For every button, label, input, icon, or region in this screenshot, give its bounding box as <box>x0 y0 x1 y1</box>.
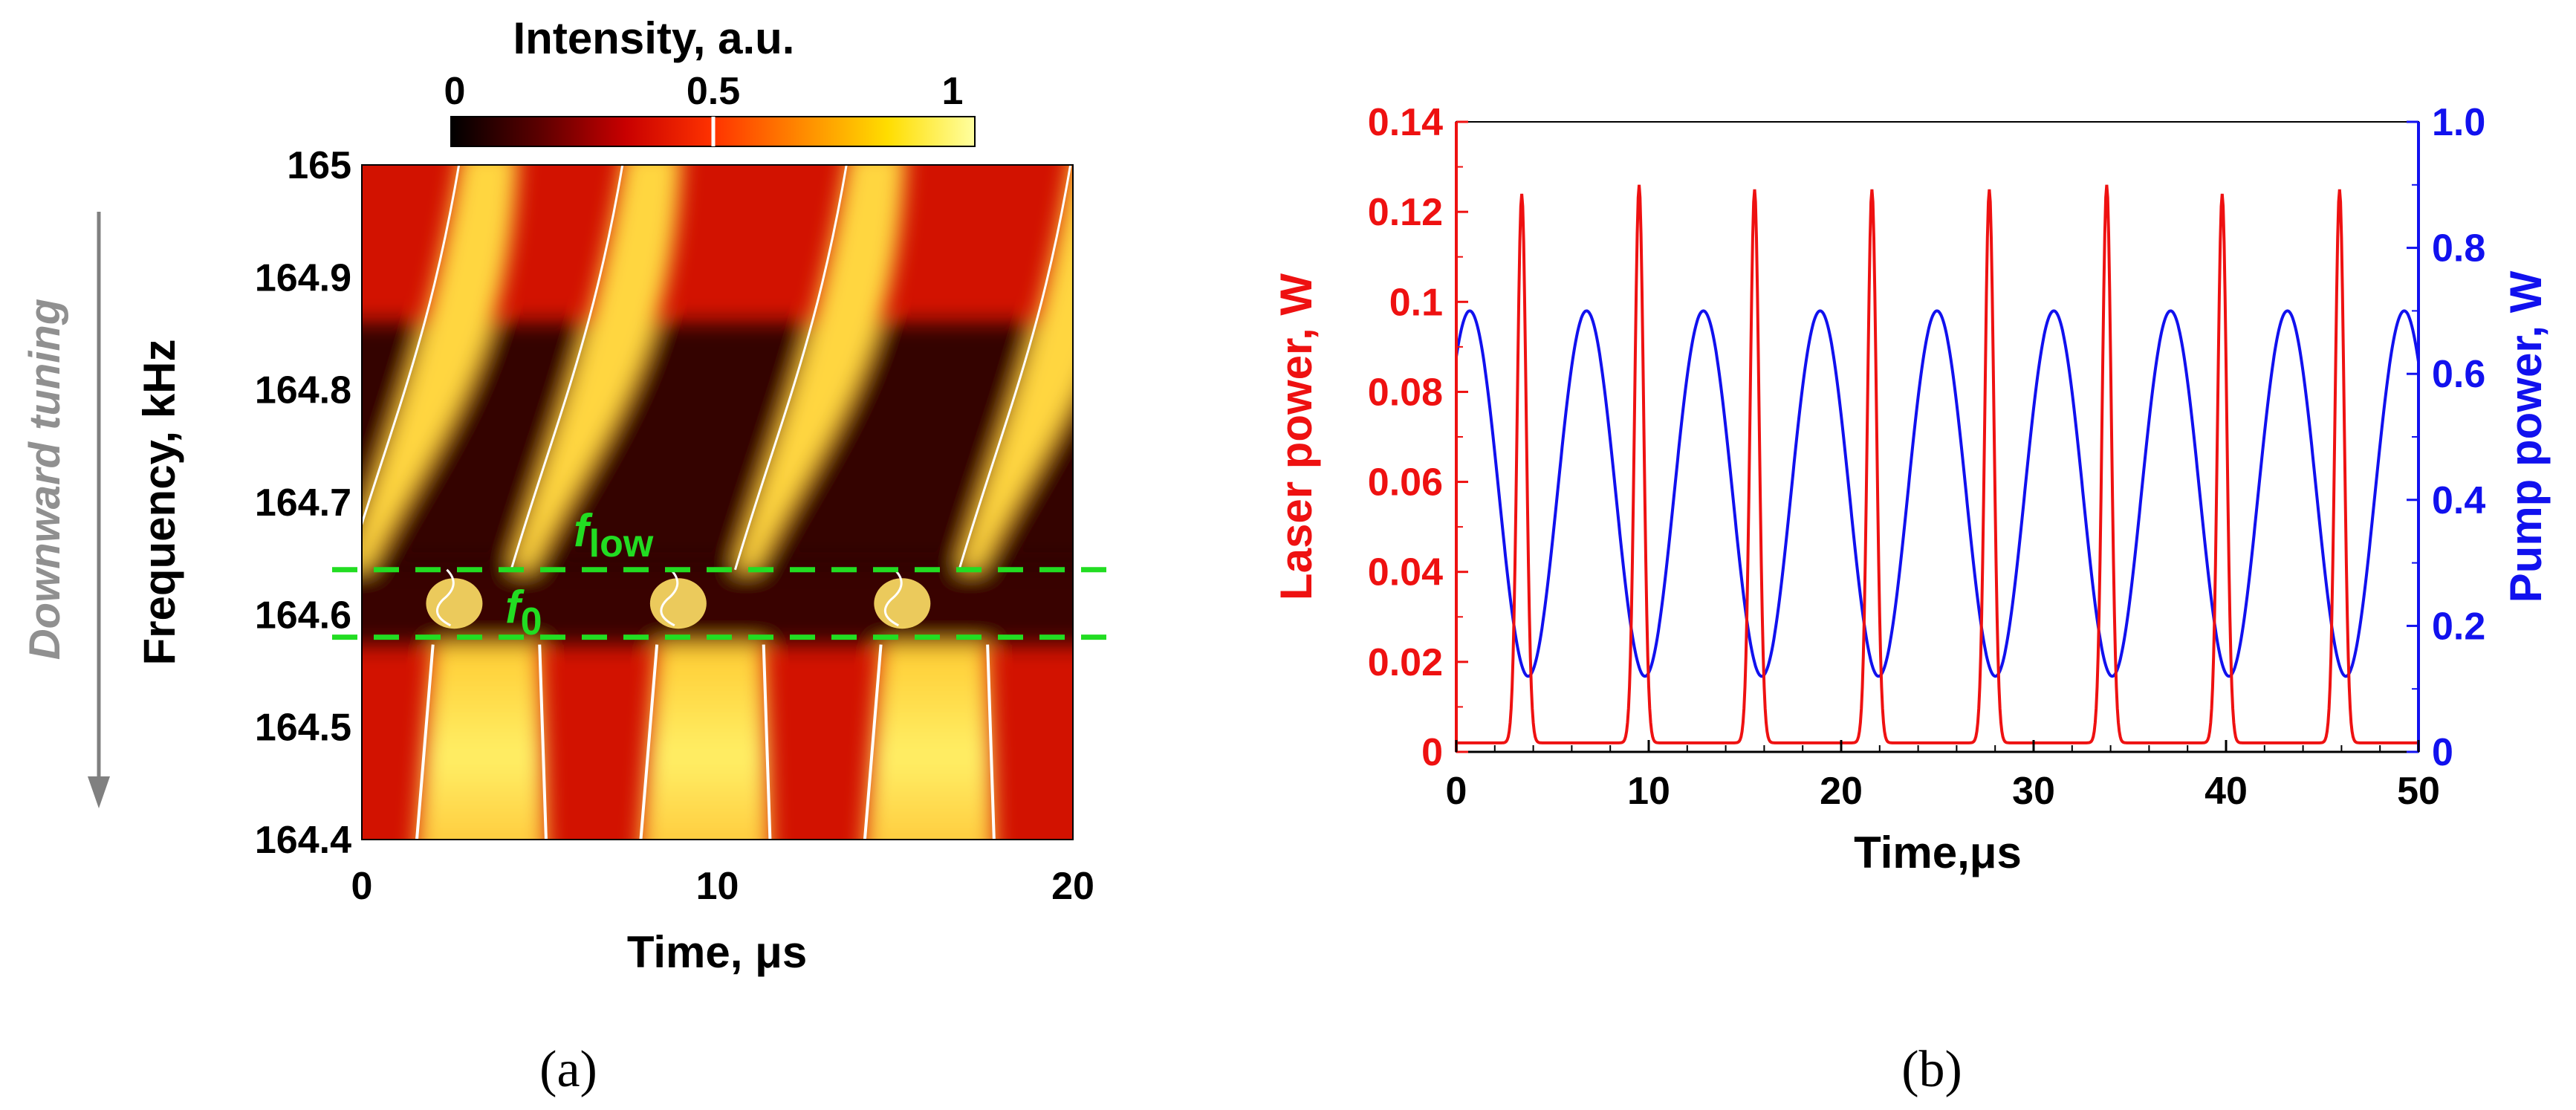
intensity-contour <box>883 568 903 627</box>
panel-label-b: (b) <box>1901 1041 1962 1098</box>
y-tick-label-left: 0.02 <box>1368 641 1443 684</box>
y-tick-label-a: 164.8 <box>255 369 351 412</box>
intensity-contour <box>733 165 848 571</box>
y-tick-label-right: 0.4 <box>2432 479 2485 522</box>
colorbar-tick-label: 0 <box>444 70 466 113</box>
intensity-contour <box>538 644 548 840</box>
y-tick-label-right: 0.6 <box>2432 353 2485 396</box>
x-axis-label-a: Time, μs <box>627 927 807 977</box>
f-low-label: flow <box>574 505 654 565</box>
y-tick-label-left: 0 <box>1421 731 1443 774</box>
intensity-contour <box>986 644 996 840</box>
y-tick-label-a: 164.4 <box>255 819 351 862</box>
x-tick-label-a: 0 <box>351 865 373 908</box>
y-tick-label-left: 0.04 <box>1368 551 1443 594</box>
x-tick-label-b: 0 <box>1446 770 1467 813</box>
x-tick-label-a: 20 <box>1051 865 1094 908</box>
intensity-contour <box>415 644 435 840</box>
heatmap <box>362 165 1073 840</box>
x-tick-label-b: 50 <box>2397 770 2440 813</box>
x-tick-label-b: 10 <box>1627 770 1670 813</box>
y-tick-label-left: 0.06 <box>1368 461 1443 504</box>
y-axis-label-pump: Pump power, W <box>2501 270 2551 603</box>
panel-a: Intensity, a.u. 0 0.5 1 164.4 164.5 164.6 1… <box>21 13 1094 1098</box>
pump-power-series <box>1456 309 2418 678</box>
arrowhead-icon <box>88 776 110 808</box>
intensity-contour <box>435 568 455 627</box>
colorbar-tick-label: 0.5 <box>687 70 740 113</box>
y-tick-label-left: 0.1 <box>1389 281 1443 324</box>
x-tick-label-a: 10 <box>696 865 739 908</box>
x-tick-label-b: 40 <box>2204 770 2248 813</box>
x-tick-label-b: 30 <box>2012 770 2055 813</box>
intensity-contour <box>510 165 624 571</box>
y-tick-label-right: 0.2 <box>2432 605 2485 648</box>
transition-spot <box>649 578 707 629</box>
x-tick-label-b: 20 <box>1820 770 1863 813</box>
colorbar-tick-label: 1 <box>942 70 964 113</box>
y-axis-label-laser: Laser power, W <box>1271 273 1321 600</box>
y-tick-label-right: 0 <box>2432 731 2453 774</box>
panel-b: 0 0.02 0.04 0.06 0.08 0.1 0.12 0.14 0 0.2 0.4 0.6 0.… <box>1271 101 2551 1098</box>
y-tick-label-a: 164.7 <box>255 481 351 525</box>
y-tick-label-right: 1.0 <box>2432 101 2485 144</box>
y-tick-label-left: 0.12 <box>1368 191 1443 234</box>
f-0-sub: 0 <box>521 600 542 643</box>
y-tick-label-right: 0.8 <box>2432 227 2485 270</box>
f-low-sub: low <box>589 522 654 565</box>
y-tick-label-a: 164.6 <box>255 594 351 637</box>
intensity-contour <box>660 568 679 627</box>
transition-spot <box>874 578 931 629</box>
y-axis-label-a: Frequency, kHz <box>134 339 184 665</box>
intensity-contour <box>958 165 1072 571</box>
laser-power-series <box>1456 184 2418 744</box>
y-tick-label-left: 0.08 <box>1368 371 1443 414</box>
intensity-contour <box>762 644 772 840</box>
plot-frame-b <box>1456 121 2419 753</box>
y-tick-label-a: 165 <box>287 144 351 187</box>
y-tick-label-left: 0.14 <box>1368 101 1443 144</box>
colorbar-title: Intensity, a.u. <box>513 13 795 63</box>
y-tick-label-a: 164.9 <box>255 256 351 299</box>
intensity-contour <box>639 644 659 840</box>
panel-label-a: (a) <box>539 1041 597 1098</box>
x-axis-label-b: Time,μs <box>1854 828 2022 877</box>
y-tick-label-a: 164.5 <box>255 707 351 750</box>
intensity-contour <box>362 165 461 528</box>
transition-spot <box>426 578 483 629</box>
intensity-contour <box>863 644 883 840</box>
heatmap-frame <box>361 164 1074 840</box>
downward-tuning-label: Downward tuning <box>21 299 69 661</box>
